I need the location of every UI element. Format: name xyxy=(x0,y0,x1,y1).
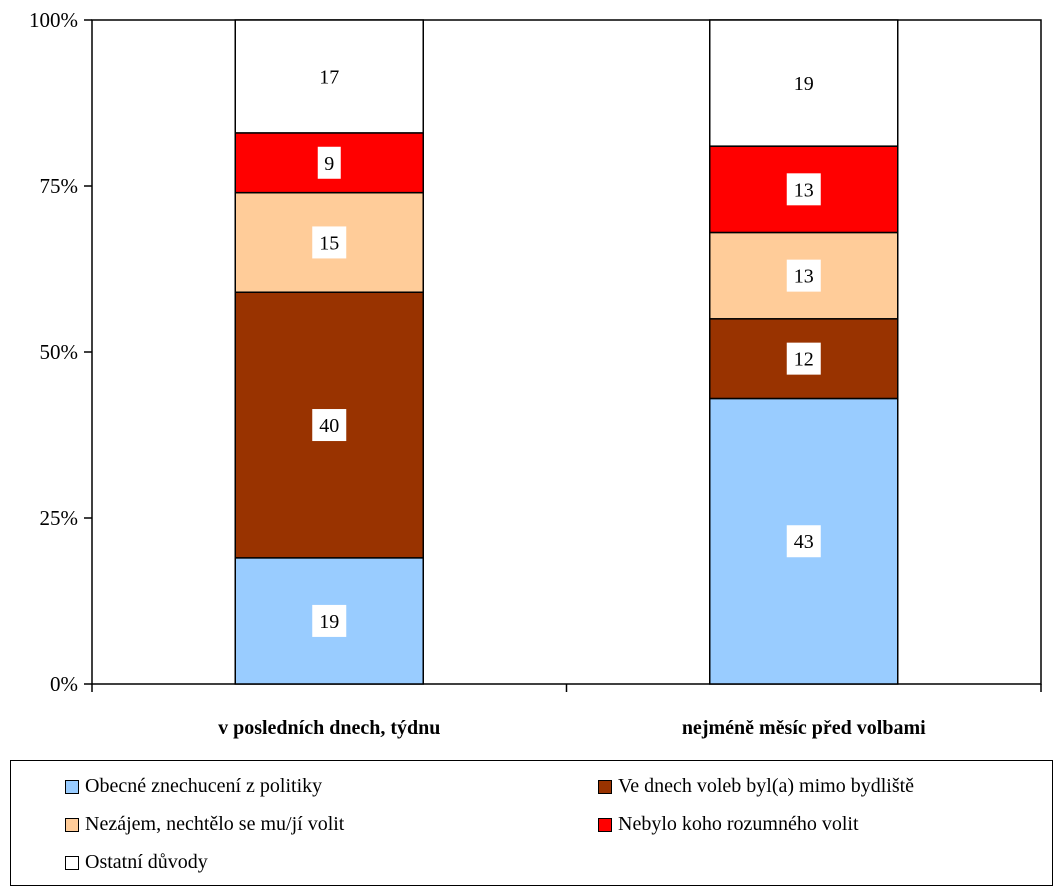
data-label-bg xyxy=(786,67,821,100)
y-tick-label: 75% xyxy=(40,174,79,198)
bar-segment xyxy=(709,19,899,147)
legend-item: Nebylo koho rozumného volit xyxy=(598,813,859,836)
chart: 0% 25% 50% 75% 100% 19 40 15 9 17 v posledních dne… xyxy=(29,8,1042,739)
data-label-bg xyxy=(312,409,347,442)
data-label-bg xyxy=(786,342,821,375)
plot-area: 0% 25% 50% 75% 100% 19 40 15 9 17 v posledních dne… xyxy=(29,8,1042,739)
legend-item: Nezájem, nechtělo se mu/jí volit xyxy=(65,813,344,836)
data-label: 17 xyxy=(319,66,339,88)
y-tick-label: 0% xyxy=(50,672,78,696)
data-label: 19 xyxy=(794,73,814,95)
data-label-bg xyxy=(317,146,341,179)
legend-item: Ostatní důvody xyxy=(65,851,208,874)
legend: Obecné znechucení z politiky Ve dnech vo… xyxy=(10,760,1053,886)
y-tick-label: 25% xyxy=(40,506,79,530)
data-label: 13 xyxy=(794,266,814,288)
plot-frame xyxy=(91,19,1042,685)
legend-label: Ve dnech voleb byl(a) mimo bydliště xyxy=(618,775,915,797)
legend-label: Ostatní důvody xyxy=(85,851,208,873)
data-label: 12 xyxy=(794,349,814,371)
legend-item: Obecné znechucení z politiky xyxy=(65,775,322,798)
data-label-bg xyxy=(786,259,821,292)
data-label-bg xyxy=(786,173,821,206)
legend-item: Ve dnech voleb byl(a) mimo bydliště xyxy=(598,775,914,798)
data-label-bg xyxy=(786,525,821,558)
legend-swatch xyxy=(65,855,79,870)
data-label: 15 xyxy=(319,232,339,254)
data-label: 43 xyxy=(794,531,814,553)
data-label: 9 xyxy=(324,153,334,175)
y-tick-label: 50% xyxy=(40,340,79,364)
data-label-bg xyxy=(312,604,347,637)
legend-label: Obecné znechucení z politiky xyxy=(85,775,323,797)
legend-swatch xyxy=(598,817,612,832)
data-label-bg xyxy=(312,60,347,93)
x-category-label: v posledních dnech, týdnu xyxy=(218,717,440,739)
x-category-label: nejméně měsíc před volbami xyxy=(682,717,926,739)
y-tick-label: 100% xyxy=(29,8,78,32)
data-label: 13 xyxy=(794,179,814,201)
legend-swatch xyxy=(598,779,612,794)
legend-label: Nezájem, nechtělo se mu/jí volit xyxy=(85,813,345,835)
data-label: 40 xyxy=(319,415,339,437)
data-label-bg xyxy=(312,226,347,259)
legend-swatch xyxy=(65,817,79,832)
data-label: 19 xyxy=(319,611,339,633)
legend-label: Nebylo koho rozumného volit xyxy=(618,813,859,835)
legend-swatch xyxy=(65,779,79,794)
